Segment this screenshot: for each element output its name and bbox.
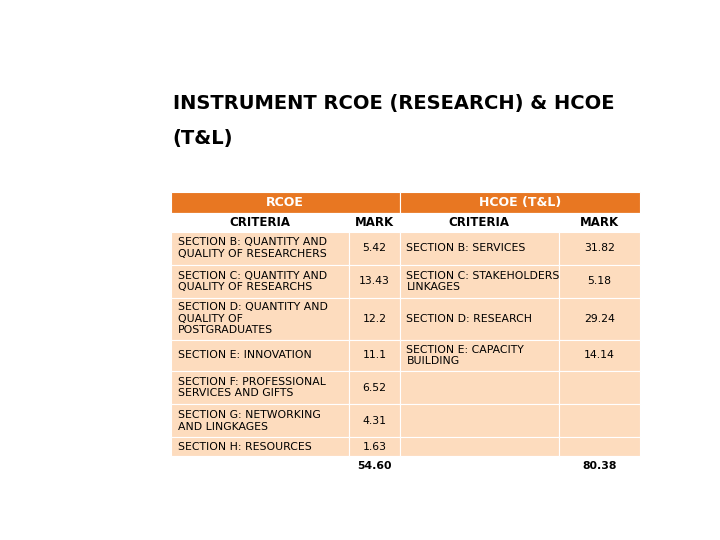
Bar <box>559 404 639 437</box>
Bar <box>559 298 639 340</box>
Bar <box>400 456 559 476</box>
Text: 12.2: 12.2 <box>363 314 387 324</box>
Text: RCOE: RCOE <box>266 195 305 208</box>
Text: 5.42: 5.42 <box>363 243 387 253</box>
Text: 14.14: 14.14 <box>584 350 615 360</box>
Text: 80.38: 80.38 <box>582 461 616 471</box>
Bar <box>349 437 400 456</box>
Bar <box>400 437 559 456</box>
Text: 11.1: 11.1 <box>363 350 387 360</box>
Text: SECTION D: QUANTITY AND
QUALITY OF
POSTGRADUATES: SECTION D: QUANTITY AND QUALITY OF POSTG… <box>178 302 328 335</box>
Text: SECTION F: PROFESSIONAL
SERVICES AND GIFTS: SECTION F: PROFESSIONAL SERVICES AND GIF… <box>178 377 325 399</box>
Bar <box>400 192 639 213</box>
Bar <box>171 340 349 371</box>
Text: HCOE (T&L): HCOE (T&L) <box>479 195 561 208</box>
Text: SECTION B: SERVICES: SECTION B: SERVICES <box>406 243 526 253</box>
Text: MARK: MARK <box>355 215 394 228</box>
Text: 31.82: 31.82 <box>584 243 615 253</box>
Text: INSTRUMENT RCOE (RESEARCH) & HCOE: INSTRUMENT RCOE (RESEARCH) & HCOE <box>173 94 614 113</box>
Bar <box>171 232 349 265</box>
Text: SECTION E: CAPACITY
BUILDING: SECTION E: CAPACITY BUILDING <box>406 345 524 366</box>
Bar <box>559 437 639 456</box>
Bar <box>171 371 349 404</box>
Bar <box>349 404 400 437</box>
Bar <box>349 298 400 340</box>
Bar <box>349 213 400 232</box>
Text: SECTION G: NETWORKING
AND LINGKAGES: SECTION G: NETWORKING AND LINGKAGES <box>178 410 320 431</box>
Bar <box>349 340 400 371</box>
Text: SECTION C: STAKEHOLDERS
LINKAGES: SECTION C: STAKEHOLDERS LINKAGES <box>406 271 559 292</box>
Bar <box>171 298 349 340</box>
Bar <box>559 265 639 298</box>
Bar <box>400 232 559 265</box>
Text: 13.43: 13.43 <box>359 276 390 286</box>
Bar <box>400 404 559 437</box>
Bar <box>559 340 639 371</box>
Text: 6.52: 6.52 <box>363 383 387 393</box>
Bar <box>559 213 639 232</box>
Text: (T&L): (T&L) <box>173 129 233 149</box>
Text: CRITERIA: CRITERIA <box>449 215 510 228</box>
Bar <box>400 265 559 298</box>
Bar <box>349 456 400 476</box>
Text: MARK: MARK <box>580 215 618 228</box>
Bar <box>171 213 349 232</box>
Bar <box>171 265 349 298</box>
Text: SECTION B: QUANTITY AND
QUALITY OF RESEARCHERS: SECTION B: QUANTITY AND QUALITY OF RESEA… <box>178 238 327 259</box>
Text: SECTION E: INNOVATION: SECTION E: INNOVATION <box>178 350 311 360</box>
Text: 1.63: 1.63 <box>363 442 387 452</box>
Text: 4.31: 4.31 <box>363 416 387 426</box>
Bar <box>171 192 400 213</box>
Text: 5.18: 5.18 <box>588 276 611 286</box>
Bar <box>171 437 349 456</box>
Bar <box>559 456 639 476</box>
Bar <box>400 371 559 404</box>
Bar <box>559 371 639 404</box>
Text: SECTION D: RESEARCH: SECTION D: RESEARCH <box>406 314 532 324</box>
Bar <box>400 340 559 371</box>
Text: 29.24: 29.24 <box>584 314 615 324</box>
Text: CRITERIA: CRITERIA <box>230 215 291 228</box>
Text: 54.60: 54.60 <box>357 461 392 471</box>
Bar <box>349 232 400 265</box>
Bar <box>171 404 349 437</box>
Bar <box>349 371 400 404</box>
Bar <box>400 213 559 232</box>
Text: SECTION C: QUANTITY AND
QUALITY OF RESEARCHS: SECTION C: QUANTITY AND QUALITY OF RESEA… <box>178 271 327 292</box>
Bar <box>400 298 559 340</box>
Text: SECTION H: RESOURCES: SECTION H: RESOURCES <box>178 442 311 452</box>
Bar <box>171 456 349 476</box>
Bar <box>559 232 639 265</box>
Bar <box>349 265 400 298</box>
